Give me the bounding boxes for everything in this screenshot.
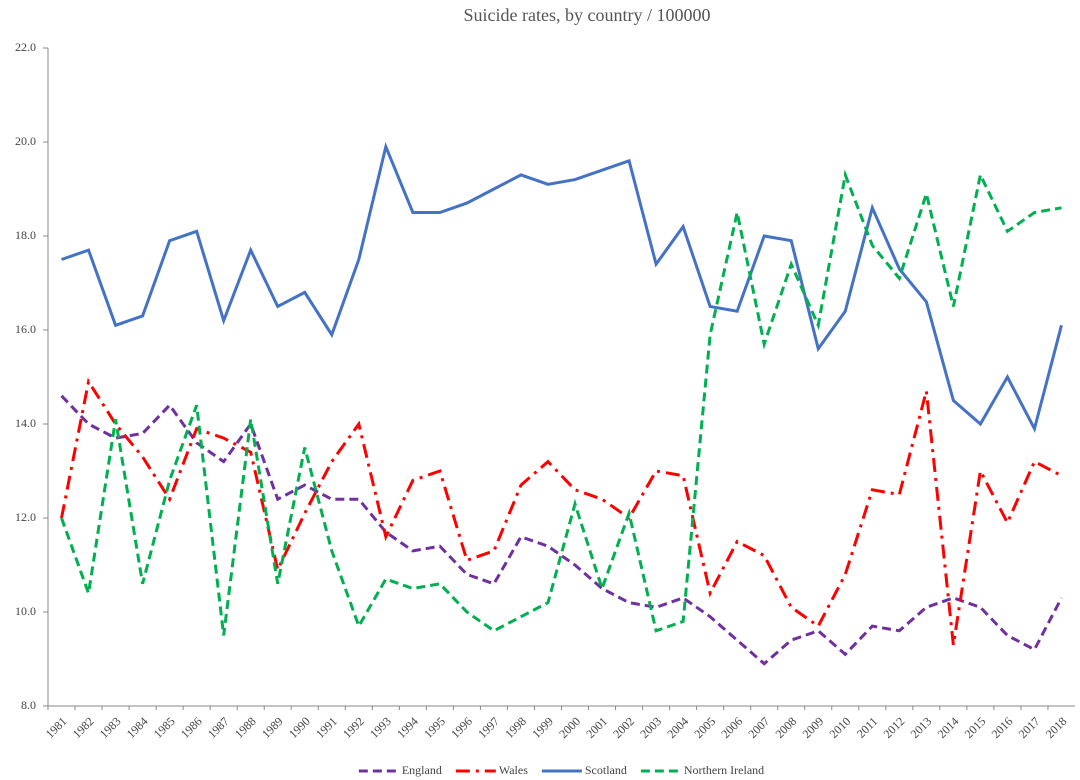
x-tick-label: 1990 <box>286 714 313 741</box>
x-tick-label: 2007 <box>745 714 772 741</box>
series-line <box>60 169 1062 636</box>
x-tick-label: 2010 <box>826 714 853 741</box>
x-tick-label: 1997 <box>475 714 502 741</box>
y-tick-label: 16.0 <box>15 322 36 336</box>
x-tick-label: 2016 <box>989 714 1016 741</box>
x-tick-label: 2009 <box>799 714 826 741</box>
x-tick-label: 1995 <box>421 714 448 741</box>
legend-label: Northern Ireland <box>684 763 764 777</box>
y-tick-label: 20.0 <box>15 134 36 148</box>
x-tick-label: 2014 <box>935 714 962 741</box>
x-tick-label: 2000 <box>556 714 583 741</box>
x-tick-label: 2008 <box>772 714 799 741</box>
x-tick-label: 2002 <box>610 714 637 741</box>
x-tick-label: 2011 <box>854 714 881 741</box>
x-tick-label: 1983 <box>97 714 124 741</box>
x-tick-label: 2015 <box>962 714 989 741</box>
x-tick-label: 1991 <box>313 714 340 741</box>
x-tick-label: 1987 <box>205 714 232 741</box>
y-tick-label: 18.0 <box>15 228 36 242</box>
x-tick-label: 2004 <box>664 714 691 741</box>
x-tick-label: 2012 <box>881 714 908 741</box>
x-tick-label: 1989 <box>259 714 286 741</box>
x-tick-label: 2018 <box>1043 714 1070 741</box>
y-tick-label: 12.0 <box>15 510 36 524</box>
x-tick-label: 2013 <box>908 714 935 741</box>
x-tick-label: 1984 <box>124 714 151 741</box>
chart-title: Suicide rates, by country / 100000 <box>464 5 711 25</box>
x-tick-label: 1982 <box>70 714 97 741</box>
x-tick-label: 1998 <box>502 714 529 741</box>
x-tick-label: 1994 <box>394 714 421 741</box>
x-tick-label: 1986 <box>178 714 205 741</box>
legend-label: England <box>402 763 442 777</box>
x-tick-label: 2003 <box>637 714 664 741</box>
x-tick-label: 1996 <box>448 714 475 741</box>
x-tick-label: 1985 <box>151 714 178 741</box>
y-tick-label: 14.0 <box>15 416 36 430</box>
x-tick-label: 2017 <box>1016 714 1043 741</box>
x-tick-label: 1981 <box>43 714 70 741</box>
x-tick-label: 2005 <box>691 714 718 741</box>
x-tick-label: 1999 <box>529 714 556 741</box>
series-line <box>60 377 1063 646</box>
legend-label: Scotland <box>585 763 627 777</box>
y-tick-label: 8.0 <box>21 698 36 712</box>
y-tick-label: 22.0 <box>15 40 36 54</box>
x-tick-label: 2001 <box>583 714 610 741</box>
legend: England Wales Scotland Northern Ireland <box>358 763 764 777</box>
legend-label: Wales <box>499 763 528 777</box>
x-tick-label: 1988 <box>232 714 259 741</box>
x-tick-label: 2006 <box>718 714 745 741</box>
y-tick-label: 10.0 <box>15 604 36 618</box>
x-tick-label: 1992 <box>340 714 367 741</box>
series-line <box>61 141 1063 433</box>
x-tick-label: 1993 <box>367 714 394 741</box>
